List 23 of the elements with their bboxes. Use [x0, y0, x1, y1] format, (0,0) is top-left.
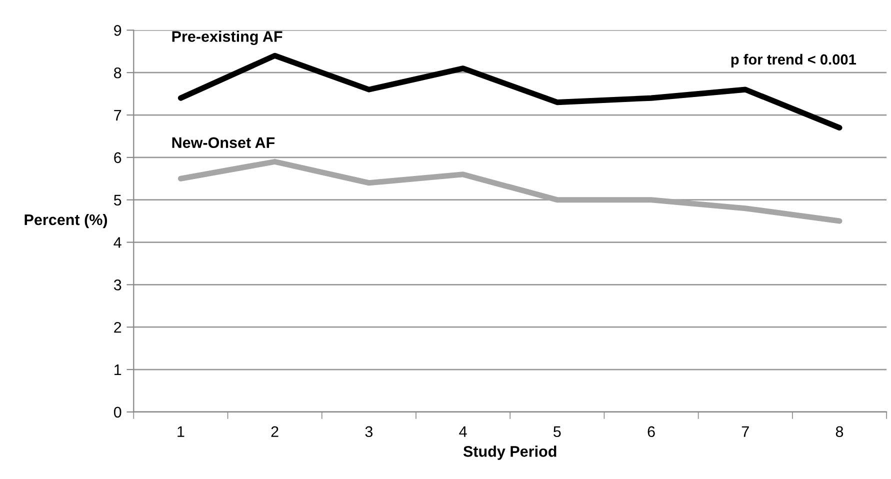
- y-tick-label: 9: [114, 25, 122, 36]
- x-tick-label: 6: [648, 426, 655, 438]
- x-tick-label: 8: [836, 426, 844, 438]
- annotation: p for trend < 0.001: [731, 54, 856, 68]
- series-label: Pre-existing AF: [172, 30, 282, 46]
- y-tick-label: 2: [114, 322, 122, 333]
- y-tick-label: 1: [114, 364, 122, 376]
- y-tick-label: 6: [114, 152, 122, 164]
- x-tick-label: 2: [271, 426, 278, 437]
- y-tick-label: 3: [114, 280, 122, 290]
- series-label: New-Onset AF: [172, 137, 275, 148]
- y-tick-label: 7: [114, 110, 122, 121]
- x-tick-label: 7: [742, 426, 749, 437]
- y-axis-title: Percent (%): [24, 214, 108, 228]
- x-tick-label: 4: [459, 426, 467, 437]
- x-tick-label: 1: [178, 426, 184, 437]
- x-tick-label: 3: [365, 426, 373, 438]
- x-tick-label: 5: [554, 426, 561, 438]
- y-tick-label: 4: [114, 237, 122, 248]
- x-axis-title: Study Period: [463, 446, 556, 460]
- y-tick-label: 5: [114, 194, 122, 206]
- y-tick-label: 0: [114, 406, 122, 418]
- y-tick-label: 8: [114, 67, 122, 78]
